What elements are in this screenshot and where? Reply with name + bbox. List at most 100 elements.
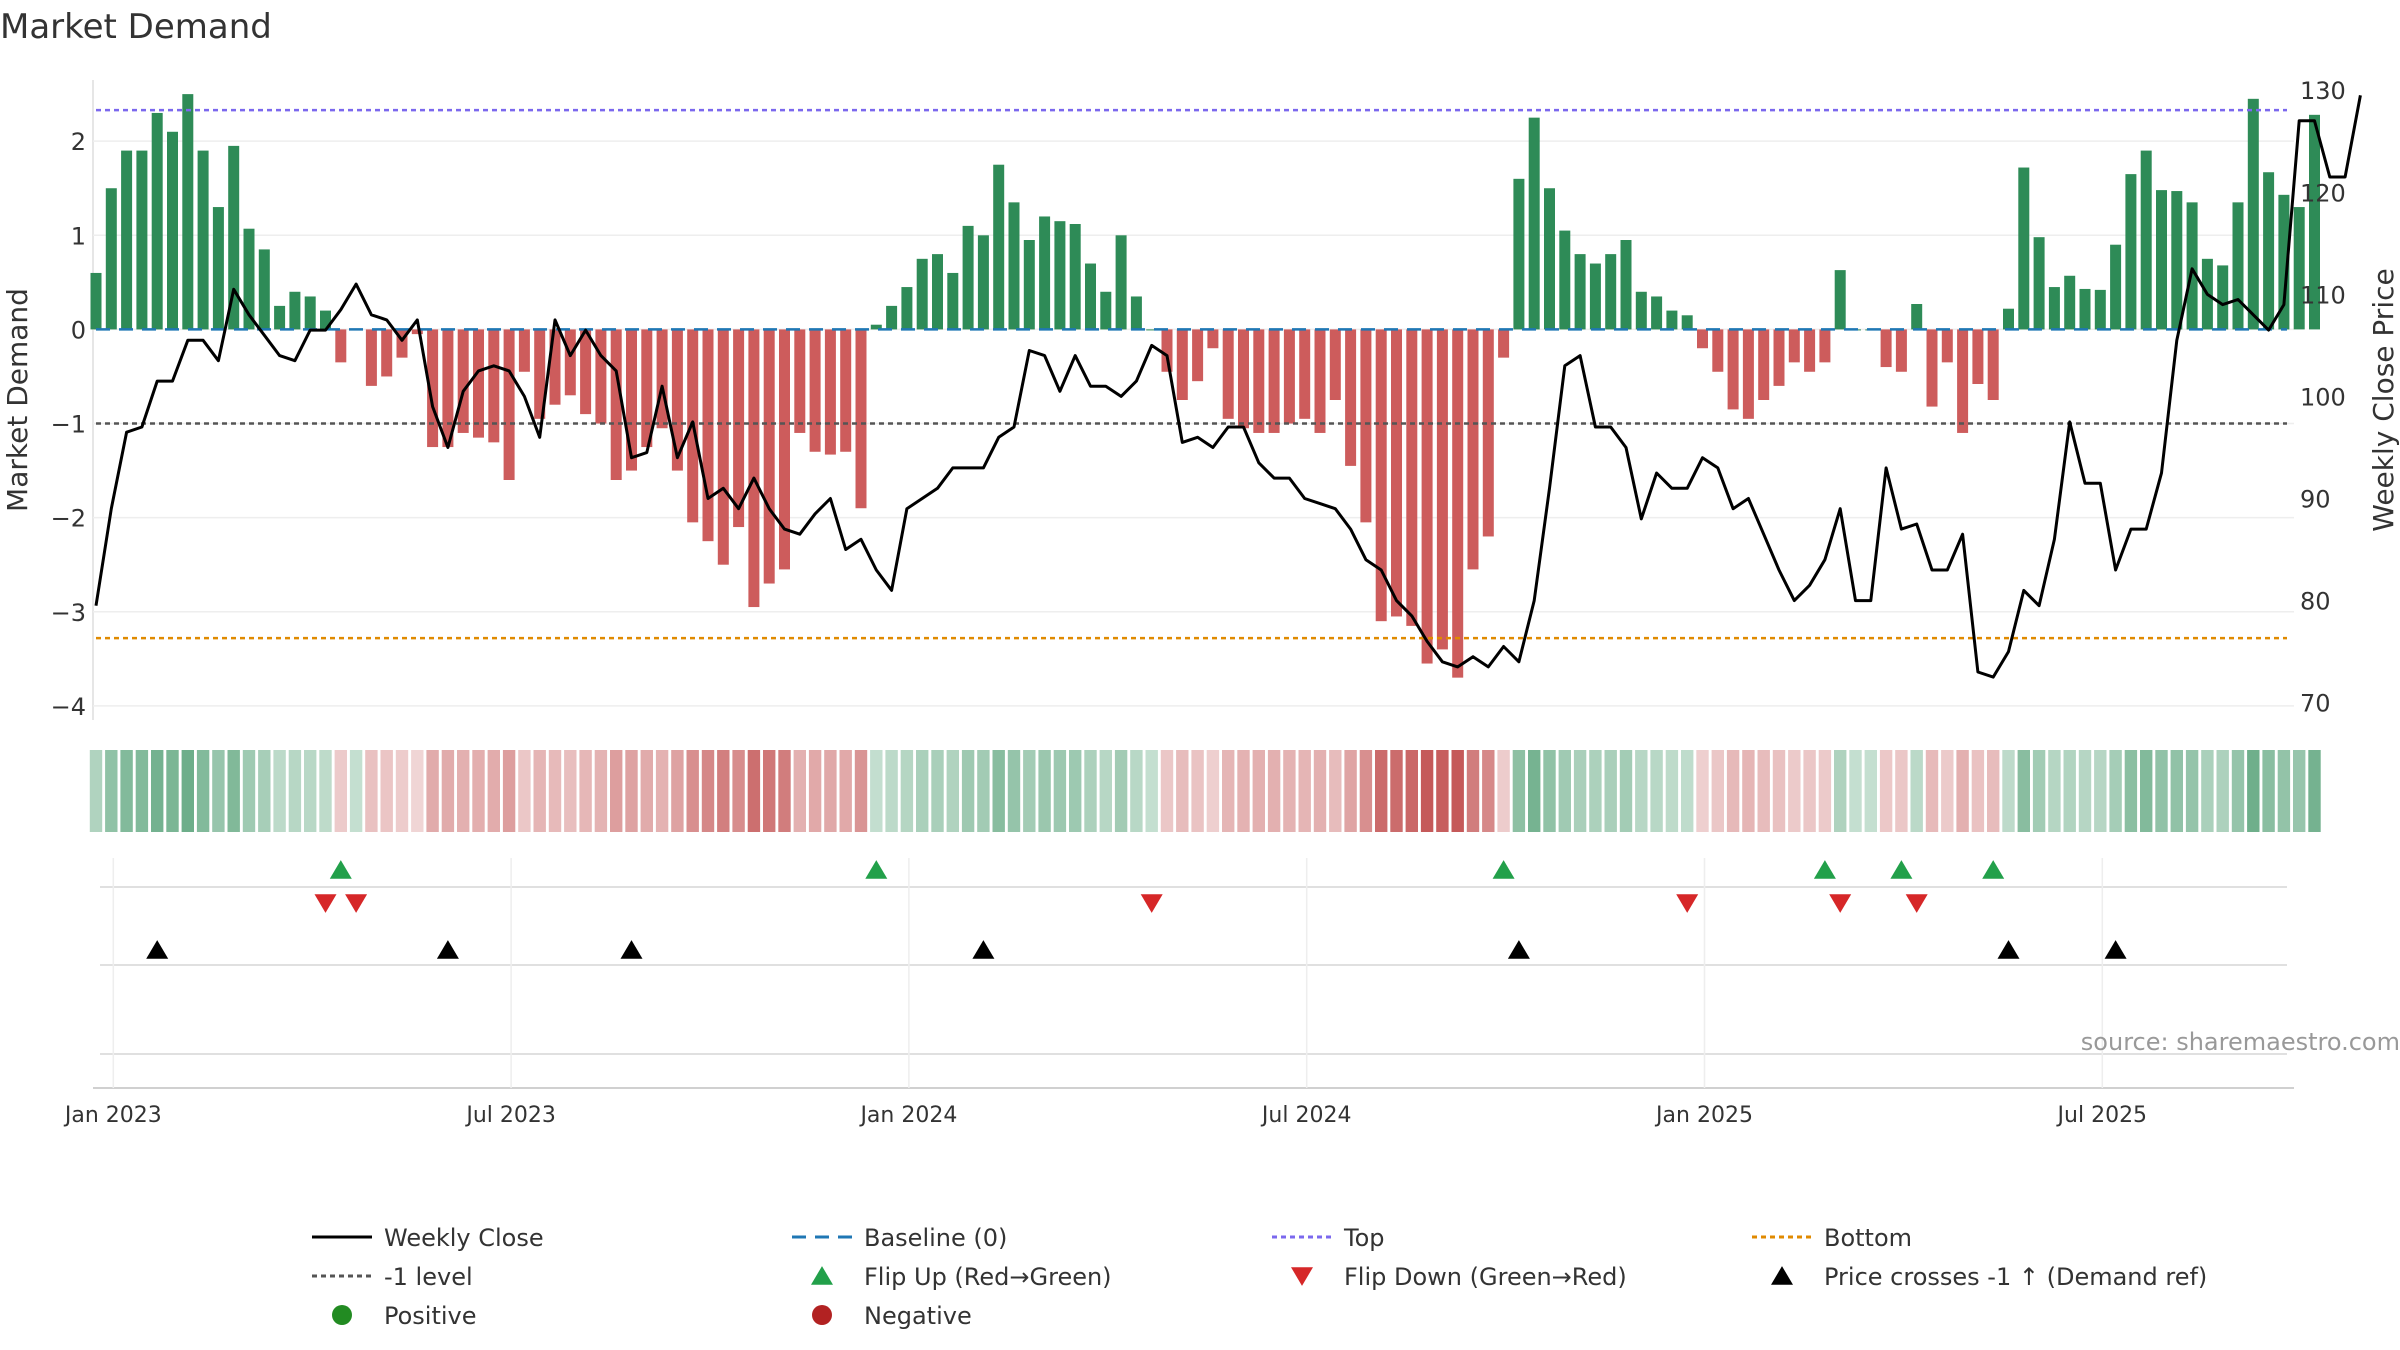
legend-item: Flip Up (Red→Green) [811, 1263, 1112, 1291]
negative-bar [1314, 329, 1326, 433]
heat-cell [992, 750, 1005, 832]
negative-bar [1345, 329, 1357, 466]
negative-bar [748, 329, 760, 608]
heat-cell [1941, 750, 1954, 832]
negative-bar [779, 329, 790, 570]
heat-cell [1329, 750, 1342, 832]
negative-bar [702, 329, 714, 542]
weekly-close-line [94, 95, 2362, 679]
positive-bar [1605, 254, 1617, 330]
positive-bar [1513, 178, 1525, 330]
positive-bar [2232, 202, 2244, 330]
positive-bar [1039, 216, 1051, 330]
heat-cell [671, 750, 684, 832]
heat-cell [1987, 750, 2000, 832]
heat-cell [441, 750, 455, 832]
heat-cell [319, 750, 332, 832]
heat-cell [518, 750, 531, 832]
heat-cell [380, 750, 393, 832]
legend-swatch [332, 1305, 352, 1325]
negative-bar [855, 329, 867, 509]
x-tick-label: Jan 2023 [63, 1103, 162, 1128]
heat-cell [2155, 750, 2168, 832]
negative-bar [610, 329, 622, 480]
positive-bar [2247, 98, 2259, 330]
x-gridlines [112, 858, 2104, 1088]
positive-bar [2018, 167, 2030, 330]
heat-cell [1726, 750, 1740, 832]
heat-cell [1130, 750, 1143, 832]
heat-cell [166, 750, 179, 832]
positive-bar [1100, 291, 1112, 330]
positive-bar [304, 296, 316, 330]
legend-swatch [811, 1266, 833, 1285]
y2-tick-label: 110 [2300, 281, 2346, 309]
negative-bar [1972, 329, 1984, 384]
signal-panel: Jan 2023 Jul 2023 Jan 2024 Jul 2024 Jan 2025… [63, 858, 2400, 1128]
positive-bar [121, 150, 133, 330]
y2-tick-label: 130 [2300, 77, 2346, 105]
heat-cell [533, 750, 546, 832]
heat-cell [1849, 750, 1862, 832]
y2-tick-label: 90 [2300, 486, 2331, 514]
heat-cell [1635, 750, 1648, 832]
legend-swatch [812, 1305, 832, 1325]
heat-cell [1267, 750, 1281, 832]
heat-cell [655, 750, 669, 832]
positive-bar [886, 305, 898, 330]
heat-cell [1191, 750, 1204, 832]
positive-bar [2186, 202, 2198, 330]
negative-bar [1329, 329, 1341, 400]
legend-item: Negative [812, 1302, 972, 1330]
signal-markers [146, 860, 2127, 959]
legend: Weekly Close Baseline (0) Top Bottom -1 leve… [312, 1224, 2207, 1330]
negative-bar [396, 329, 408, 358]
heat-cell [258, 750, 271, 832]
legend-item: Top [1272, 1224, 1385, 1252]
positive-bar [2309, 114, 2320, 330]
heat-cell [2032, 750, 2046, 832]
heat-cell [2124, 750, 2138, 832]
legend-item: -1 level [312, 1263, 473, 1291]
negative-bar [733, 329, 745, 528]
negative-bar [1452, 329, 1464, 678]
positive-bar [320, 310, 331, 330]
heat-cell [1390, 750, 1403, 832]
heat-cell [824, 750, 837, 832]
heat-cell [105, 750, 118, 832]
y-tick-label: 1 [71, 222, 86, 250]
positive-bar [2110, 244, 2122, 330]
flip-up-marker [1492, 860, 1515, 879]
negative-bar [717, 329, 729, 565]
main-panel: 2 1 0 −1 −2 −3 −4 130 120 110 100 90 80 70 Market De… [1, 77, 2400, 721]
chart-title: Market Demand [0, 7, 272, 47]
negative-bar [381, 329, 393, 377]
heat-cell [1038, 750, 1051, 832]
heat-cell [1619, 750, 1633, 832]
negative-bar [1788, 329, 1800, 363]
heat-cell [1007, 750, 1021, 832]
negative-bar [824, 329, 836, 455]
heat-cell [1834, 750, 1847, 832]
heat-cell [2063, 750, 2076, 832]
positive-bar [1574, 254, 1586, 330]
negative-bar [488, 329, 500, 443]
heat-cell [1482, 750, 1495, 832]
y-tick-label: 2 [71, 128, 86, 156]
positive-bar [1008, 202, 1020, 330]
legend-item: Bottom [1752, 1224, 1912, 1252]
heat-cell [242, 750, 256, 832]
legend-item: Flip Down (Green→Red) [1291, 1263, 1627, 1291]
heat-cell [2262, 750, 2275, 832]
heat-cell [793, 750, 806, 832]
negative-bar [1926, 329, 1938, 407]
negative-bar [411, 329, 423, 335]
heat-cell [1742, 750, 1755, 832]
positive-bar [2263, 172, 2275, 330]
positive-bar [1528, 117, 1540, 330]
legend-label: Negative [864, 1302, 972, 1330]
flip-down-marker [1905, 894, 1928, 913]
heat-cell [778, 750, 791, 832]
legend-item: Positive [332, 1302, 477, 1330]
